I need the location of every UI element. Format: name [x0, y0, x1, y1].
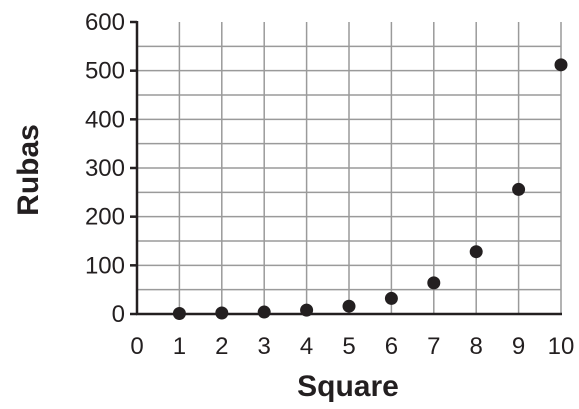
x-tick-label-4: 4	[300, 333, 313, 360]
x-tick-label-9: 9	[512, 333, 525, 360]
data-point-4	[300, 303, 314, 317]
y-tick-label-500: 500	[85, 58, 125, 85]
axes	[130, 20, 562, 316]
data-point-1	[172, 307, 186, 321]
x-axis-title: Square	[297, 370, 399, 403]
data-point-6	[384, 291, 398, 305]
data-point-8	[469, 245, 483, 259]
x-tick-label-0: 0	[130, 333, 143, 360]
y-tick-labels: 0 100 200 300 400 500 600	[85, 9, 125, 328]
data-point-2	[215, 306, 229, 320]
x-tick-label-8: 8	[470, 333, 483, 360]
y-tick-label-300: 300	[85, 155, 125, 182]
data-points	[172, 58, 568, 321]
y-tick-label-200: 200	[85, 204, 125, 231]
data-point-7	[427, 276, 441, 290]
y-tick-label-0: 0	[112, 301, 125, 328]
y-tick-label-100: 100	[85, 252, 125, 279]
x-tick-label-5: 5	[342, 333, 355, 360]
y-axis-title: Rubas	[12, 124, 45, 216]
data-point-5	[342, 299, 356, 313]
x-tick-label-1: 1	[173, 333, 186, 360]
x-tick-label-7: 7	[427, 333, 440, 360]
data-point-3	[257, 305, 271, 319]
data-point-9	[512, 182, 526, 196]
x-tick-label-3: 3	[258, 333, 271, 360]
data-point-10	[554, 58, 568, 72]
x-tick-label-6: 6	[385, 333, 398, 360]
x-tick-label-2: 2	[215, 333, 228, 360]
y-tick-label-400: 400	[85, 106, 125, 133]
x-tick-labels: 0 1 2 3 4 5 6 7 8 9 10	[130, 333, 574, 360]
grid	[137, 22, 562, 314]
x-tick-label-10: 10	[548, 333, 575, 360]
y-tick-label-600: 600	[85, 9, 125, 36]
